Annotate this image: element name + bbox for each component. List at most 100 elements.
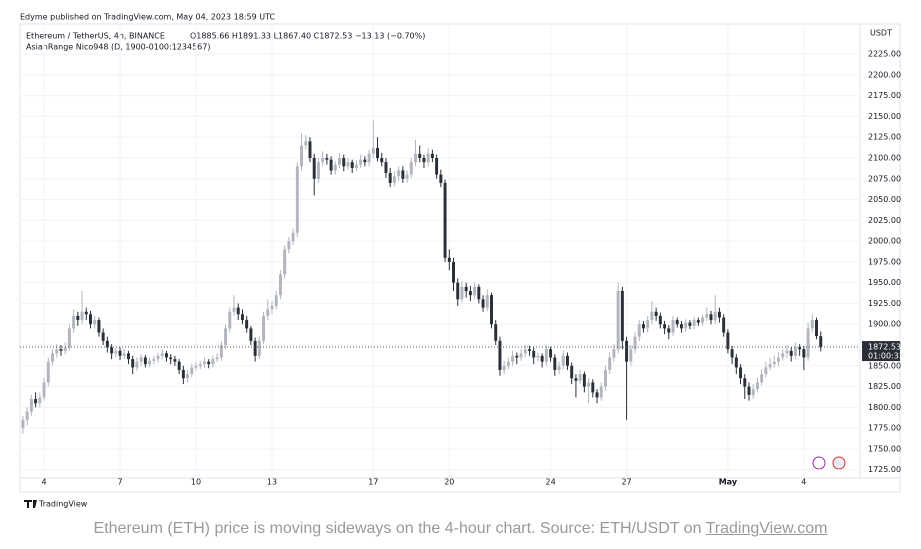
candle-body	[177, 361, 181, 370]
chart-frame	[19, 23, 901, 493]
candle-body	[224, 328, 228, 346]
candle-body	[34, 399, 38, 404]
y-tick-label: 2175.00	[868, 91, 901, 100]
candle-body	[21, 419, 25, 429]
candle-body	[262, 315, 266, 341]
y-tick-label: 1775.00	[868, 424, 901, 433]
candle-body	[148, 360, 152, 365]
currency: USDT	[870, 29, 892, 38]
caption-link[interactable]: TradingView.com	[705, 520, 828, 537]
candle-body	[287, 241, 291, 250]
y-tick-label: 1750.00	[868, 444, 901, 453]
candle-body	[114, 350, 118, 354]
candle-body	[739, 367, 743, 379]
candle-body	[367, 153, 371, 163]
y-tick-label: 1725.00	[868, 465, 901, 474]
candle-body	[701, 317, 705, 323]
candle-body	[127, 353, 130, 360]
candle-body	[186, 374, 190, 379]
candle-body	[67, 328, 71, 348]
candle-body	[42, 382, 46, 398]
candle-body	[515, 355, 519, 358]
candle-body	[477, 286, 481, 300]
candle-body	[249, 328, 253, 341]
candle-body	[654, 311, 658, 316]
candle-body	[122, 353, 126, 356]
candle-body	[722, 317, 726, 333]
tv-logo-mark	[24, 500, 37, 508]
candle-body	[570, 365, 574, 379]
candle-body	[169, 357, 173, 360]
y-tick-label: 1975.00	[868, 257, 901, 266]
candle-body	[325, 157, 329, 160]
candle-body	[418, 153, 422, 158]
candle-body	[51, 353, 54, 362]
candle-body	[359, 159, 363, 165]
candle-body	[726, 332, 730, 350]
candle-body	[553, 357, 557, 370]
candle-body	[608, 357, 612, 370]
candle-body	[207, 361, 211, 365]
y-tick-label: 1825.00	[868, 382, 901, 391]
x-tick-label: 4	[801, 478, 806, 487]
candle-body	[295, 166, 299, 233]
candle-body	[705, 314, 709, 318]
candle-body	[211, 359, 215, 365]
candle-body	[764, 367, 768, 375]
candle-body	[308, 141, 312, 158]
candle-body	[245, 320, 249, 329]
candle-body	[675, 320, 679, 325]
y-tick-label: 2075.00	[868, 174, 901, 183]
candle-body	[637, 324, 641, 337]
alert-icon[interactable]	[812, 456, 826, 470]
candle-body	[688, 322, 692, 326]
candle-body	[528, 349, 531, 351]
candle-body	[532, 350, 536, 358]
candle-body	[371, 148, 375, 154]
candle-body	[494, 324, 498, 341]
y-tick-label: 2225.00	[868, 50, 901, 59]
candle-body	[603, 369, 607, 387]
candle-body	[473, 286, 477, 296]
candle-body	[717, 311, 721, 318]
candle-body	[519, 353, 523, 358]
candle-body	[118, 350, 122, 356]
candle-body	[709, 314, 713, 321]
candle-body	[806, 328, 810, 358]
candle-body	[557, 365, 561, 370]
candle-body	[397, 170, 401, 177]
candle-body	[566, 355, 569, 366]
candle-body	[781, 353, 785, 358]
candle-body	[93, 320, 97, 325]
candle-body	[414, 153, 417, 163]
candle-body	[363, 159, 367, 163]
candle-body	[84, 311, 88, 315]
candle-body	[667, 328, 671, 333]
candle-body	[506, 361, 510, 366]
candle-body	[173, 359, 177, 362]
candle-body	[215, 357, 219, 360]
candle-body	[110, 347, 114, 354]
y-tick-label: 1950.00	[868, 278, 901, 287]
candle-body	[768, 364, 772, 368]
candle-body	[181, 369, 185, 379]
candle-body	[321, 157, 325, 163]
candle-body	[456, 282, 460, 300]
candle-body	[751, 389, 755, 395]
candle-body	[430, 153, 434, 158]
candle-body	[789, 350, 793, 356]
candle-body	[574, 378, 578, 381]
candle-body	[760, 374, 764, 383]
candle-body	[350, 162, 354, 168]
x-tick-label: 10	[191, 478, 201, 487]
candle-body	[274, 295, 278, 306]
y-tick-label: 2000.00	[868, 237, 901, 246]
candle-body	[202, 361, 206, 365]
flag-icon[interactable]	[832, 456, 846, 470]
x-tick-label: 17	[368, 478, 378, 487]
candle-body	[266, 309, 270, 316]
candle-body	[312, 157, 316, 179]
candle-body	[755, 382, 759, 390]
candle-body	[561, 355, 565, 366]
candle-body	[342, 157, 346, 167]
